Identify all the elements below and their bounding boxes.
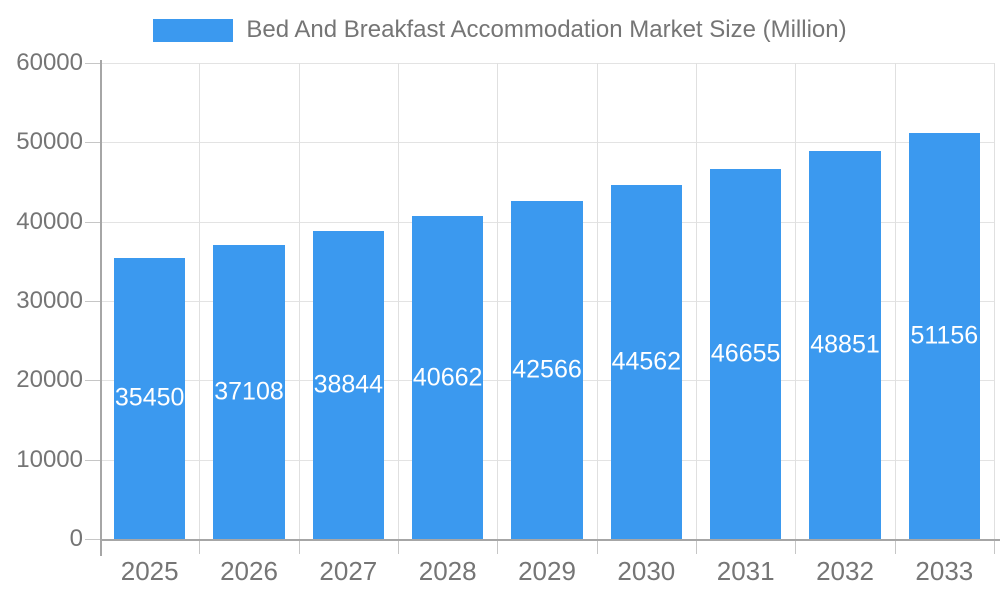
gridline-horizontal xyxy=(100,142,994,144)
y-axis-tick xyxy=(85,380,100,382)
x-axis-tick xyxy=(298,541,300,554)
gridline-vertical xyxy=(795,63,797,539)
y-tick-label: 20000 xyxy=(16,366,83,394)
x-axis-tick xyxy=(994,541,995,554)
y-axis-line xyxy=(100,60,102,556)
bar-2025: 35450 xyxy=(113,257,186,539)
gridline-vertical xyxy=(298,63,300,539)
y-tick-label: 30000 xyxy=(16,287,83,314)
gridline-horizontal xyxy=(100,63,994,64)
bar-value-label: 42566 xyxy=(512,355,582,384)
x-tick-label: 2025 xyxy=(120,556,179,586)
x-axis-tick xyxy=(497,541,499,554)
x-axis-tick xyxy=(795,541,797,554)
bar-2027: 38844 xyxy=(312,230,385,539)
x-tick-label: 2026 xyxy=(220,556,278,586)
plot-area: 35450 37108 38844 40662 42566 44562 46655 48851… xyxy=(16,51,1000,586)
gridline-vertical xyxy=(696,63,697,539)
legend-label: Bed And Breakfast Accommodation Market S… xyxy=(246,16,847,43)
bar-value-label: 38844 xyxy=(313,370,384,399)
bar-2031: 46655 xyxy=(709,168,782,539)
y-axis-tick xyxy=(85,142,100,144)
bar-value-label: 40662 xyxy=(412,363,483,392)
gridline-vertical xyxy=(596,63,598,539)
bar-2033: 51156 xyxy=(908,133,981,539)
bar-2032: 48851 xyxy=(809,151,881,539)
legend-swatch xyxy=(153,18,234,42)
gridline-vertical xyxy=(497,63,499,539)
bar-value-label: 37108 xyxy=(214,377,284,406)
legend: Bed And Breakfast Accommodation Market S… xyxy=(0,16,1000,44)
y-axis-tick xyxy=(85,221,100,223)
x-axis-tick xyxy=(596,541,598,554)
x-axis-tick xyxy=(894,541,896,554)
x-axis-tick xyxy=(696,541,697,554)
y-axis-tick xyxy=(85,539,100,540)
y-axis-tick xyxy=(85,459,100,461)
bar-value-label: 46655 xyxy=(710,339,781,368)
x-axis-tick xyxy=(199,541,201,554)
y-axis-tick xyxy=(85,63,100,64)
x-tick-label: 2029 xyxy=(518,556,576,586)
x-tick-label: 2031 xyxy=(716,556,775,586)
y-tick-label: 60000 xyxy=(16,49,83,76)
x-tick-label: 2030 xyxy=(617,556,676,586)
bar-2030: 44562 xyxy=(610,185,683,539)
gridline-vertical xyxy=(994,63,995,539)
x-tick-label: 2028 xyxy=(418,556,477,586)
gridline-vertical xyxy=(398,63,399,539)
gridline-vertical xyxy=(894,63,896,539)
bar-value-label: 35450 xyxy=(114,383,185,412)
bar-value-label: 44562 xyxy=(611,347,682,376)
x-axis-line xyxy=(100,539,1000,541)
bar-2026: 37108 xyxy=(213,244,285,539)
y-tick-label: 0 xyxy=(69,525,83,552)
y-tick-label: 40000 xyxy=(16,207,83,235)
bar-value-label: 48851 xyxy=(810,330,880,359)
y-axis-tick xyxy=(85,301,100,302)
x-axis-tick xyxy=(398,541,399,554)
x-tick-label: 2027 xyxy=(319,556,378,586)
bar-2028: 40662 xyxy=(411,216,484,539)
gridline-vertical xyxy=(199,63,201,539)
bar-2029: 42566 xyxy=(511,201,583,539)
y-tick-label: 50000 xyxy=(16,128,83,156)
x-tick-label: 2032 xyxy=(816,556,874,586)
bar-value-label: 51156 xyxy=(910,321,979,350)
y-tick-label: 10000 xyxy=(16,445,83,473)
x-tick-label: 2033 xyxy=(915,556,974,586)
